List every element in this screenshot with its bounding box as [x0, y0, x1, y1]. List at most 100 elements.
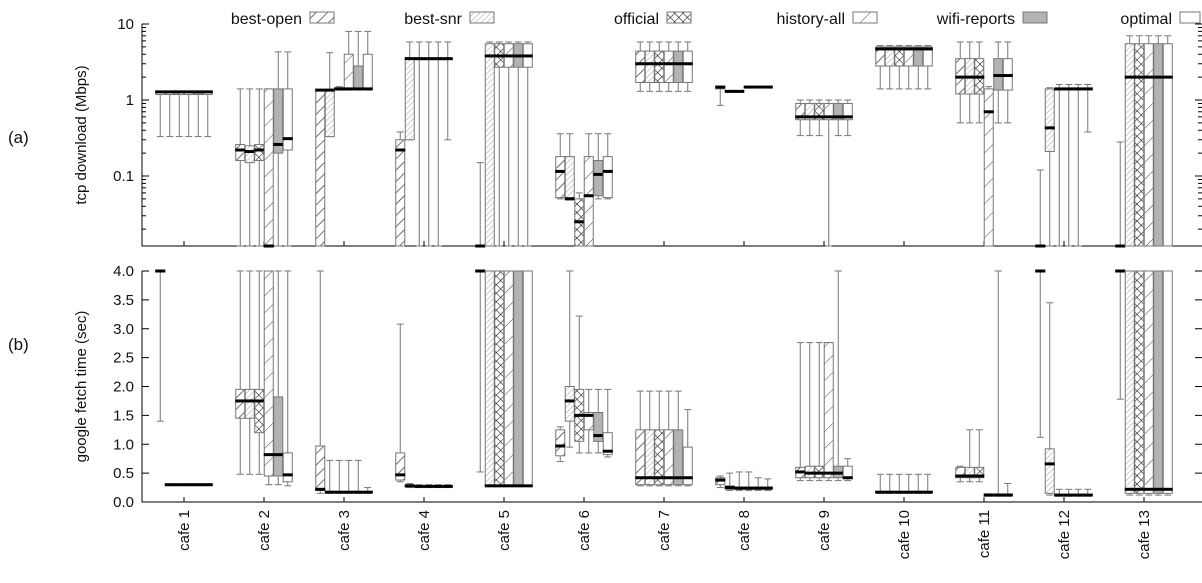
box-body	[974, 466, 985, 479]
panel-a: 0.1 1 10 tcp download (Mbps) (a)	[8, 16, 1202, 248]
box-body	[273, 396, 284, 477]
box-wifi-reports-cafe-13	[1153, 270, 1164, 496]
y-tick-label: 0.5	[113, 465, 134, 482]
box-official-cafe-9	[814, 99, 825, 137]
y-tick-label: 2.5	[113, 350, 134, 367]
box-best-snr-cafe-8	[724, 89, 735, 93]
legend-label: best-snr	[404, 11, 462, 28]
box-history-all-cafe-7	[663, 390, 674, 487]
box-official-cafe-11	[974, 41, 985, 124]
box-history-all-cafe-3	[343, 30, 354, 91]
box-body	[1153, 43, 1164, 247]
box-history-all-cafe-10	[903, 473, 914, 494]
box-wifi-reports-cafe-5	[513, 270, 524, 488]
box-history-all-cafe-9	[823, 342, 834, 482]
box-body	[654, 50, 665, 83]
box-body	[1134, 270, 1145, 494]
box-body	[282, 452, 293, 483]
box-history-all-cafe-4	[423, 484, 434, 489]
box-official-cafe-2	[254, 270, 265, 475]
box-body	[315, 89, 326, 247]
box-best-snr-cafe-5	[484, 41, 495, 247]
box-optimal-cafe-8	[762, 478, 773, 491]
box-body	[244, 145, 255, 164]
box-body	[1044, 88, 1055, 153]
y-tick-label: 1.0	[113, 436, 134, 453]
box-body	[1162, 43, 1173, 247]
box-official-cafe-10	[894, 473, 905, 494]
y-tick-label: 1.5	[113, 407, 134, 424]
box-wifi-reports-cafe-13	[1153, 35, 1164, 247]
box-best-open-cafe-9	[795, 99, 806, 137]
box-body	[602, 432, 613, 456]
box-wifi-reports-cafe-12	[1073, 83, 1084, 247]
box-best-open-cafe-9	[795, 342, 806, 482]
box-best-snr-cafe-11	[964, 41, 975, 124]
x-category-label: cafe 5	[496, 510, 513, 551]
box-history-all-cafe-2	[263, 270, 274, 486]
box-body	[263, 270, 274, 477]
box-wifi-reports-cafe-12	[1073, 488, 1084, 497]
box-best-snr-cafe-12	[1044, 302, 1055, 496]
box-body	[842, 102, 853, 121]
legend-label: history-all	[777, 11, 845, 28]
box-official-cafe-2	[254, 88, 265, 247]
box-body	[564, 386, 575, 422]
box-best-open-cafe-6	[555, 133, 566, 200]
x-category-label: cafe 6	[576, 510, 593, 551]
box-best-open-cafe-5	[475, 269, 486, 473]
box-history-all-cafe-8	[743, 471, 754, 491]
legend-swatch	[1022, 11, 1048, 24]
box-best-snr-cafe-3	[324, 52, 335, 138]
legend-item-history-all: history-all	[777, 11, 878, 28]
box-body	[235, 143, 246, 161]
box-body	[254, 143, 265, 161]
box-optimal-cafe-6	[602, 388, 613, 458]
box-optimal-cafe-4	[442, 41, 453, 141]
box-optimal-cafe-6	[602, 133, 613, 200]
box-optimal-cafe-5	[522, 41, 533, 247]
box-official-cafe-13	[1134, 35, 1145, 247]
box-best-open-cafe-12	[1035, 269, 1046, 438]
box-official-cafe-7	[654, 390, 665, 487]
box-best-snr-cafe-10	[884, 473, 895, 494]
box-optimal-cafe-8	[762, 85, 773, 89]
box-body	[673, 50, 684, 83]
box-wifi-reports-cafe-2	[273, 270, 284, 486]
box-history-all-cafe-4	[423, 41, 434, 247]
box-optimal-cafe-9	[842, 458, 853, 482]
box-wifi-reports-cafe-10	[913, 45, 924, 90]
box-best-snr-cafe-1	[164, 90, 175, 138]
legend-label: official	[614, 11, 659, 28]
legend-swatch	[469, 11, 495, 24]
box-best-open-cafe-8	[715, 475, 726, 489]
x-category-label: cafe 7	[656, 510, 673, 551]
box-best-snr-cafe-9	[804, 99, 815, 137]
box-history-all-cafe-7	[663, 41, 674, 92]
box-body	[1162, 270, 1173, 494]
x-category-label: cafe 4	[416, 510, 433, 551]
box-wifi-reports-cafe-3	[353, 30, 364, 91]
box-body	[235, 388, 246, 419]
box-optimal-cafe-12	[1082, 488, 1093, 497]
box-best-snr-cafe-13	[1124, 35, 1135, 247]
box-history-all-cafe-10	[903, 45, 914, 90]
box-optimal-cafe-1	[202, 90, 213, 138]
box-best-open-cafe-8	[715, 85, 726, 106]
box-body	[254, 388, 265, 434]
legend-label: wifi-reports	[936, 11, 1015, 28]
box-body	[522, 270, 533, 487]
box-wifi-reports-cafe-6	[593, 388, 604, 454]
box-body	[1143, 270, 1154, 494]
legend-swatch	[1179, 11, 1201, 24]
box-body	[513, 270, 524, 487]
box-best-open-cafe-1	[155, 90, 166, 138]
box-history-all-cafe-12	[1063, 83, 1074, 247]
box-best-open-cafe-7	[635, 41, 646, 92]
box-optimal-cafe-9	[842, 99, 853, 137]
legend-label: optimal	[1120, 11, 1172, 28]
box-history-all-cafe-11	[983, 86, 994, 247]
box-body	[315, 445, 326, 491]
x-category-label: cafe 9	[816, 510, 833, 551]
box-body	[682, 446, 693, 486]
